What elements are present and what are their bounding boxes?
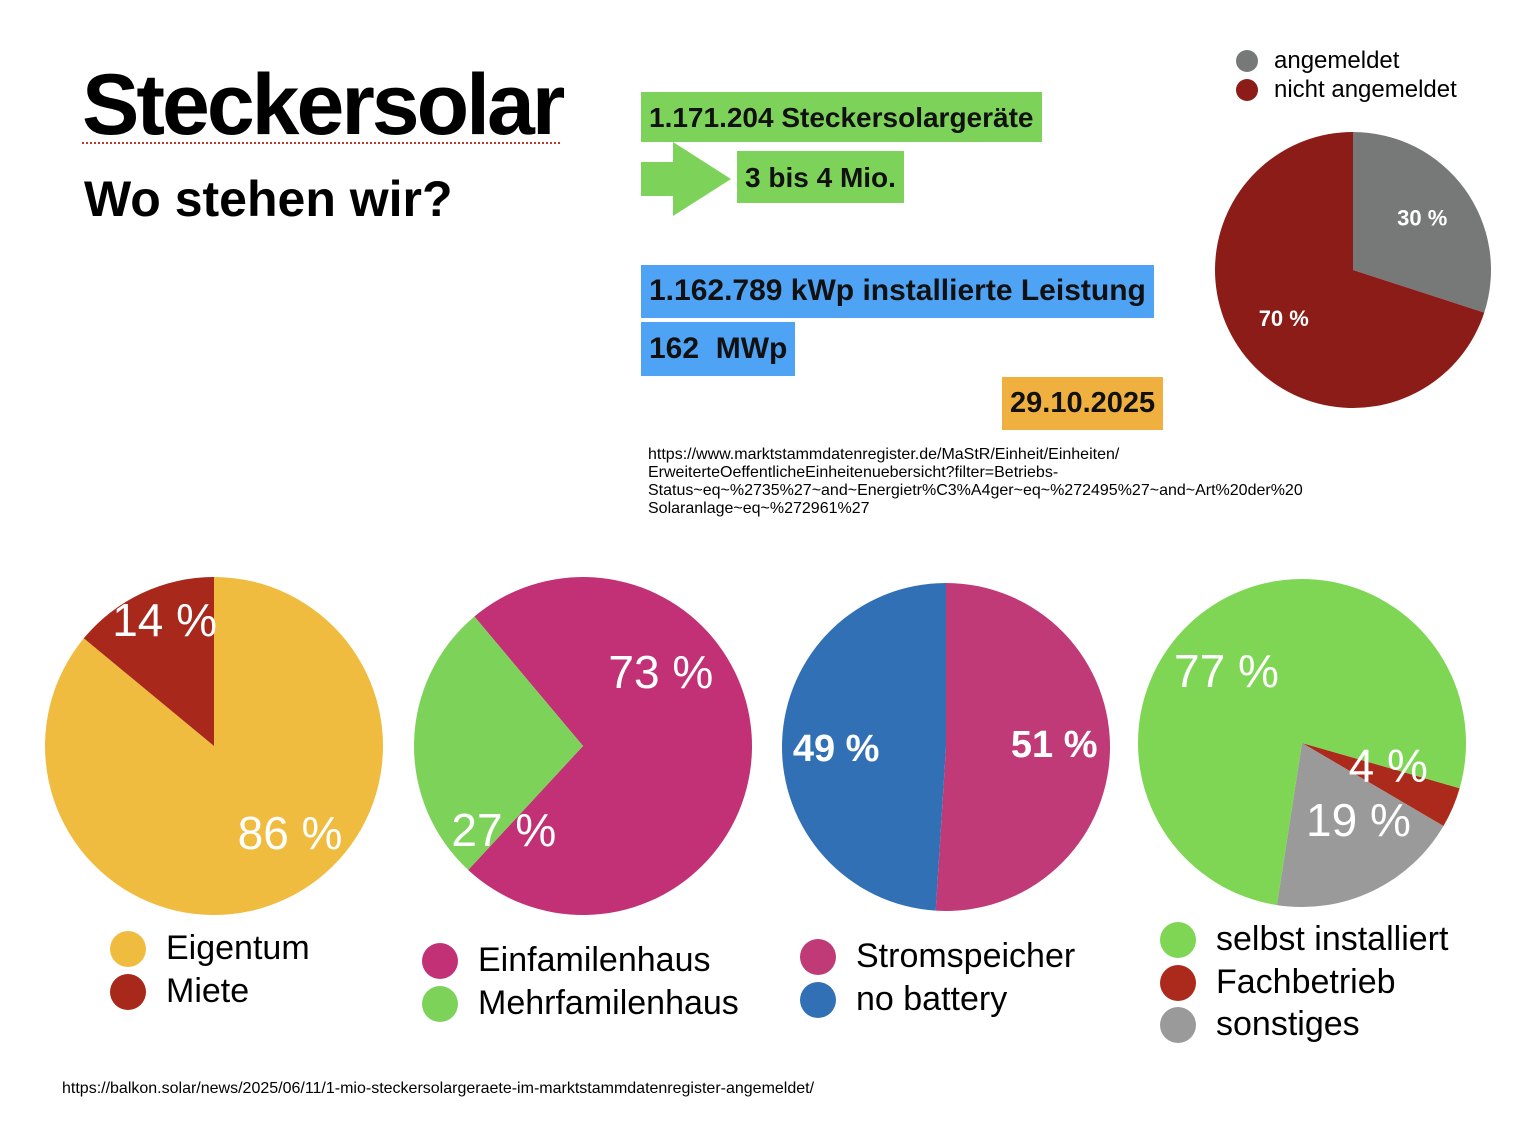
legend-item-no-battery: no battery xyxy=(800,980,1007,1019)
pie-label-fachbetrieb: 4 % xyxy=(1349,740,1428,792)
pie-label-sonstiges: 19 % xyxy=(1306,794,1411,846)
installed-power-kwp-box: 1.162.789 kWp installierte Leistung xyxy=(641,265,1154,318)
legend-swatch-nicht-angemeldet xyxy=(1236,79,1258,101)
legend-swatch-eigentum xyxy=(110,930,146,967)
pie-label-nicht-angemeldet: 70 % xyxy=(1259,306,1309,331)
legend-swatch-sonstiges xyxy=(1160,1006,1196,1043)
pie-slice-mehrfamilenhaus xyxy=(414,616,583,871)
legend-swatch-fachbetrieb xyxy=(1160,964,1196,1001)
pie-slice-fachbetrieb xyxy=(1302,743,1460,826)
legend-label: selbst installiert xyxy=(1216,920,1449,958)
pie-label-miete: 14 % xyxy=(112,594,217,646)
pie-chart-registration: 30 % 70 % xyxy=(1215,132,1491,409)
legend-label: sonstiges xyxy=(1216,1005,1360,1043)
source-url-line: Status~eq~%2735%27~and~Energietr%C3%A4ge… xyxy=(648,482,1303,499)
legend-item-selbst-installiert: selbst installiert xyxy=(1160,920,1448,959)
installed-power-mwp-box: 162 MWp xyxy=(641,322,796,376)
pie-label-mehrfamilenhaus: 27 % xyxy=(451,804,556,856)
page-title: Steckersolar xyxy=(82,57,565,153)
legend-label: no battery xyxy=(856,980,1008,1018)
legend-label: Miete xyxy=(166,972,250,1010)
legend-label: Einfamilenhaus xyxy=(478,941,711,979)
legend-item-mehrfamilenhaus: Mehrfamilenhaus xyxy=(422,984,739,1023)
legend-label: nicht angemeldet xyxy=(1274,76,1457,103)
legend-swatch-mehrfamilenhaus xyxy=(422,985,458,1022)
pie-chart-installation: 77 % 4 %19 % xyxy=(1138,579,1466,907)
source-url-line: ErweiterteOeffentlicheEinheitenuebersich… xyxy=(648,464,1059,481)
pie-slice-no-battery xyxy=(782,583,946,911)
pie-slice-angemeldet xyxy=(1353,132,1491,313)
pie-chart-storage: 51 % 49 % xyxy=(782,583,1111,911)
legend-item-miete: Miete xyxy=(110,972,249,1011)
pie-slice-selbst-installiert xyxy=(1138,579,1466,906)
pie-chart-ownership: 86 % 14 % xyxy=(44,577,384,915)
legend-swatch-no-battery xyxy=(800,981,836,1018)
legend-item-einfamilenhaus: Einfamilenhaus xyxy=(422,941,710,980)
legend-swatch-angemeldet xyxy=(1236,50,1258,72)
legend-swatch-stromspeicher xyxy=(800,938,836,975)
legend-label: Mehrfamilenhaus xyxy=(478,984,739,1022)
pie-slice-sonstiges xyxy=(1276,743,1444,907)
legend-label: Fachbetrieb xyxy=(1216,963,1396,1001)
legend-item-angemeldet: angemeldet xyxy=(1236,47,1399,75)
legend-label: Eigentum xyxy=(166,929,310,967)
pie-slice-miete xyxy=(83,577,214,746)
pie-label-no-battery: 49 % xyxy=(793,728,880,770)
source-url-bottom[interactable]: https://balkon.solar/news/2025/06/11/1-m… xyxy=(62,1080,815,1097)
legend-swatch-selbst-installiert xyxy=(1160,921,1196,958)
page-subtitle: Wo stehen wir? xyxy=(84,171,453,227)
pie-label-angemeldet: 30 % xyxy=(1397,206,1447,231)
legend-item-sonstiges: sonstiges xyxy=(1160,1005,1360,1044)
pie-label-einfamilenhaus: 73 % xyxy=(608,646,713,698)
estimate-box: 3 bis 4 Mio. xyxy=(737,151,904,203)
legend-label: angemeldet xyxy=(1274,47,1400,74)
date-box: 29.10.2025 xyxy=(1002,377,1164,430)
pie-label-selbst-installiert: 77 % xyxy=(1174,645,1279,697)
pie-slice-nicht-angemeldet xyxy=(1215,132,1485,409)
pie-label-eigentum: 86 % xyxy=(238,807,343,859)
source-url-line: https://www.marktstammdatenregister.de/M… xyxy=(648,446,1120,463)
pie-chart-building: 73 % 27 % xyxy=(414,577,752,915)
legend-item-stromspeicher: Stromspeicher xyxy=(800,937,1075,976)
source-url-line: Solaranlage~eq~%272961%27 xyxy=(648,500,870,517)
legend-label: Stromspeicher xyxy=(856,937,1076,975)
legend-item-eigentum: Eigentum xyxy=(110,929,310,968)
pie-slice-eigentum xyxy=(44,577,384,915)
legend-item-nicht-angemeldet: nicht angemeldet xyxy=(1236,76,1457,104)
legend-swatch-einfamilenhaus xyxy=(422,942,458,979)
legend-swatch-miete xyxy=(110,973,146,1010)
legend-item-fachbetrieb: Fachbetrieb xyxy=(1160,963,1396,1002)
pie-slice-einfamilenhaus xyxy=(468,577,752,915)
devices-count-box: 1.171.204 Steckersolargeräte xyxy=(641,92,1042,142)
pie-label-stromspeicher: 51 % xyxy=(1011,724,1098,766)
right-arrow-icon xyxy=(641,142,731,216)
pie-slice-stromspeicher xyxy=(935,583,1111,911)
source-url-top[interactable]: https://www.marktstammdatenregister.de/M… xyxy=(648,446,1303,518)
